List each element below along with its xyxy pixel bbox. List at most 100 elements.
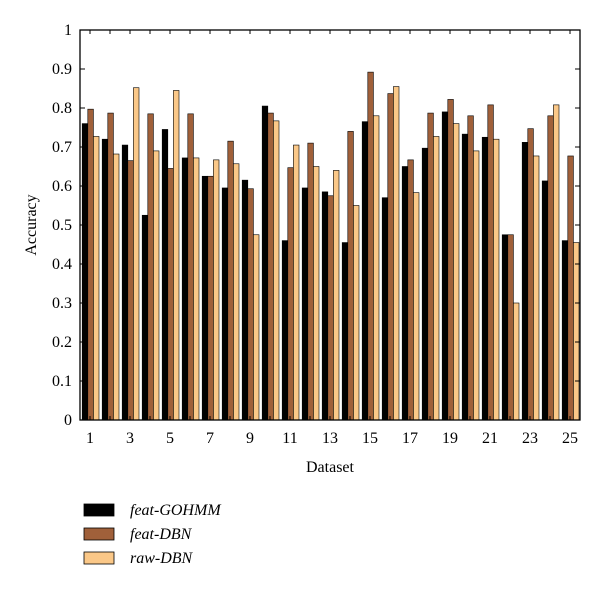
- bar-feat-DBN-dataset-18: [427, 112, 434, 421]
- y-tick-label: 0.4: [52, 256, 72, 273]
- bar-feat-DBN-dataset-17: [407, 159, 414, 421]
- x-tick-label: 1: [86, 430, 94, 447]
- legend-label-feat-DBN: feat-DBN: [130, 526, 193, 543]
- bar-feat-GOHMM-dataset-21: [481, 136, 489, 421]
- bar-feat-DBN-dataset-25: [567, 155, 574, 421]
- bar-feat-DBN-dataset-23: [527, 128, 534, 421]
- bar-feat-GOHMM-dataset-5: [161, 129, 169, 421]
- bar-raw-DBN-dataset-17: [413, 192, 420, 421]
- bar-feat-GOHMM-dataset-22: [501, 234, 509, 421]
- x-tick-label: 17: [402, 430, 418, 447]
- bar-feat-DBN-dataset-21: [487, 104, 494, 421]
- y-tick-label: 0.9: [52, 61, 72, 78]
- bar-feat-DBN-dataset-7: [207, 175, 214, 421]
- y-tick-label: 0.3: [52, 295, 72, 312]
- bar-feat-DBN-dataset-19: [447, 99, 454, 421]
- x-tick-label: 3: [126, 430, 134, 447]
- bar-raw-DBN-dataset-14: [353, 205, 360, 421]
- bar-raw-DBN-dataset-6: [193, 157, 200, 421]
- bar-feat-GOHMM-dataset-14: [341, 242, 349, 421]
- bar-raw-DBN-dataset-11: [293, 144, 300, 421]
- bar-raw-DBN-dataset-9: [253, 234, 260, 421]
- bar-feat-GOHMM-dataset-19: [441, 111, 449, 421]
- bar-feat-GOHMM-dataset-10: [261, 105, 269, 421]
- y-tick-label: 0.8: [52, 100, 72, 117]
- bar-raw-DBN-dataset-22: [513, 302, 520, 421]
- x-tick-label: 13: [322, 430, 338, 447]
- y-tick-label: 1: [64, 22, 72, 39]
- bar-feat-DBN-dataset-15: [367, 71, 374, 421]
- y-tick-label: 0.7: [52, 139, 72, 156]
- ticks-layer: 00.10.20.30.40.50.60.70.80.911 3 5 7 9 11 13 15…: [52, 22, 580, 447]
- bar-feat-GOHMM-dataset-13: [321, 191, 329, 421]
- bar-feat-GOHMM-dataset-1: [81, 123, 89, 421]
- x-tick-label: 15: [362, 430, 378, 447]
- y-axis-label: Accuracy: [23, 194, 40, 255]
- bar-feat-GOHMM-dataset-16: [381, 197, 389, 421]
- bar-raw-DBN-dataset-19: [453, 123, 460, 421]
- bars-layer: [81, 71, 580, 421]
- bar-feat-DBN-dataset-3: [127, 160, 134, 421]
- y-tick-label: 0.2: [52, 334, 72, 351]
- x-tick-label: 5: [166, 430, 174, 447]
- bar-raw-DBN-dataset-2: [113, 153, 120, 421]
- bar-feat-DBN-dataset-6: [187, 113, 194, 421]
- x-tick-label: 9: [246, 430, 254, 447]
- bar-feat-GOHMM-dataset-25: [561, 240, 569, 421]
- bar-raw-DBN-dataset-4: [153, 150, 160, 421]
- legend-label-raw-DBN: raw-DBN: [130, 550, 194, 567]
- bar-feat-DBN-dataset-13: [327, 195, 334, 421]
- bar-feat-GOHMM-dataset-20: [461, 133, 469, 421]
- bar-raw-DBN-dataset-18: [433, 136, 440, 421]
- bar-feat-DBN-dataset-12: [307, 142, 314, 421]
- y-tick-label: 0: [64, 412, 72, 429]
- bar-feat-DBN-dataset-20: [467, 115, 474, 421]
- bar-raw-DBN-dataset-8: [233, 163, 240, 421]
- bar-feat-GOHMM-dataset-17: [401, 166, 409, 421]
- bar-feat-GOHMM-dataset-7: [201, 175, 209, 421]
- legend: feat-GOHMM feat-DBN raw-DBN: [83, 502, 222, 567]
- bar-feat-GOHMM-dataset-8: [221, 187, 229, 421]
- y-tick-label: 0.6: [52, 178, 72, 195]
- bar-raw-DBN-dataset-5: [173, 90, 180, 421]
- bar-feat-DBN-dataset-24: [547, 115, 554, 421]
- bar-feat-DBN-dataset-2: [107, 112, 114, 421]
- bar-feat-GOHMM-dataset-18: [421, 147, 429, 421]
- bar-feat-GOHMM-dataset-23: [521, 142, 529, 421]
- bar-feat-GOHMM-dataset-6: [181, 157, 189, 421]
- bar-feat-DBN-dataset-4: [147, 113, 154, 421]
- bar-feat-DBN-dataset-1: [87, 108, 94, 421]
- bar-raw-DBN-dataset-3: [133, 87, 140, 421]
- bar-raw-DBN-dataset-13: [333, 170, 340, 421]
- x-tick-label: 11: [282, 430, 297, 447]
- y-tick-label: 0.1: [52, 373, 72, 390]
- bar-raw-DBN-dataset-7: [213, 159, 220, 421]
- bar-raw-DBN-dataset-24: [553, 104, 560, 421]
- x-tick-label: 25: [562, 430, 578, 447]
- bar-feat-GOHMM-dataset-4: [141, 214, 149, 421]
- bar-feat-DBN-dataset-22: [507, 234, 514, 421]
- bar-feat-GOHMM-dataset-9: [241, 179, 249, 421]
- x-tick-label: 23: [522, 430, 538, 447]
- bar-raw-DBN-dataset-12: [313, 166, 320, 421]
- bar-raw-DBN-dataset-23: [533, 155, 540, 421]
- legend-swatch-feat-GOHMM: [83, 503, 115, 517]
- bar-feat-DBN-dataset-14: [347, 131, 354, 421]
- bar-raw-DBN-dataset-16: [393, 86, 400, 421]
- bar-raw-DBN-dataset-25: [573, 242, 580, 421]
- bar-feat-GOHMM-dataset-24: [541, 180, 549, 421]
- bar-feat-DBN-dataset-10: [267, 112, 274, 421]
- bar-raw-DBN-dataset-20: [473, 150, 480, 421]
- bar-feat-DBN-dataset-9: [247, 188, 254, 421]
- x-tick-label: 19: [442, 430, 458, 447]
- y-tick-label: 0.5: [52, 217, 72, 234]
- bar-raw-DBN-dataset-15: [373, 115, 380, 421]
- bar-feat-DBN-dataset-11: [287, 167, 294, 421]
- bar-raw-DBN-dataset-1: [93, 136, 100, 421]
- bar-feat-GOHMM-dataset-3: [121, 144, 129, 421]
- bar-raw-DBN-dataset-10: [273, 120, 280, 421]
- bar-feat-GOHMM-dataset-15: [361, 121, 369, 421]
- x-tick-label: 7: [206, 430, 214, 447]
- bar-feat-DBN-dataset-16: [387, 93, 394, 421]
